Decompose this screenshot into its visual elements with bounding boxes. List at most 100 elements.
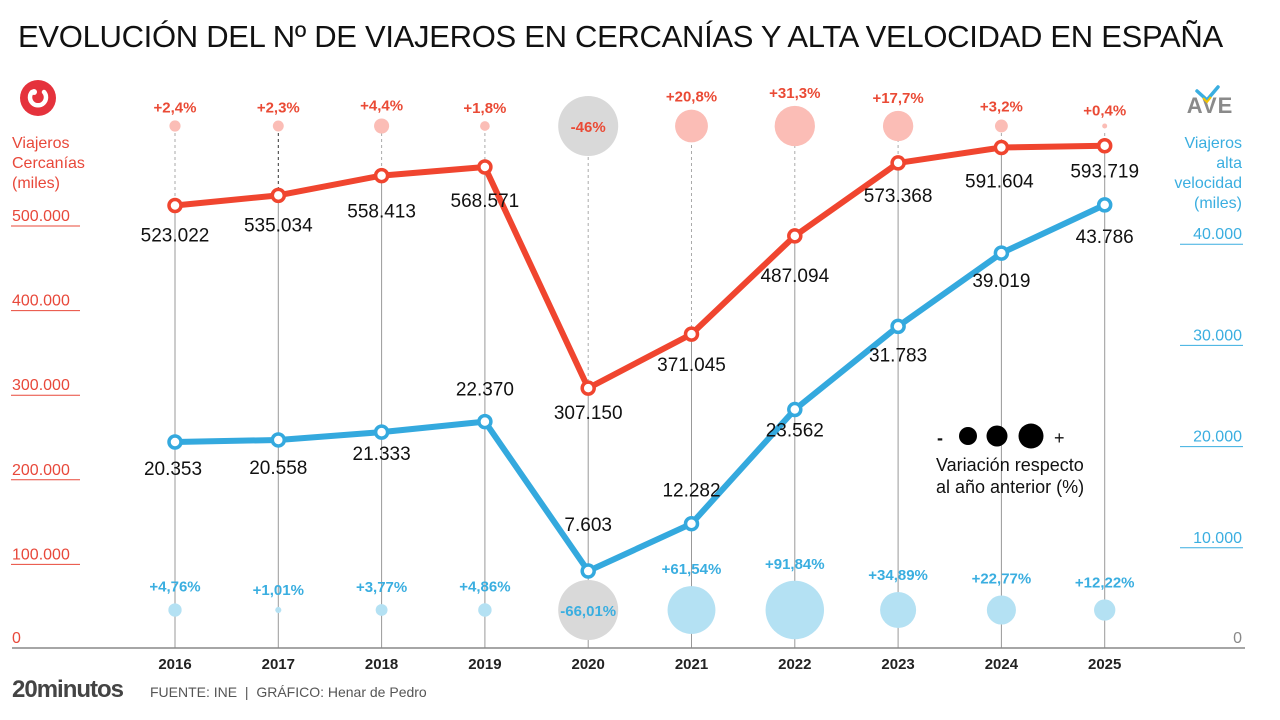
cercanias-variation-label: +17,7% [872,90,923,107]
ave-value-label: 7.603 [564,515,612,536]
ave-value-label: 31.783 [869,345,927,366]
ave-variation-label: +22,77% [972,570,1032,587]
ave-value-label: 39.019 [972,271,1030,292]
legend-bubble-large [1018,423,1044,449]
legend-text: Variación respecto [936,455,1084,475]
footer: 20minutos FUENTE: INE | GRÁFICO: Henar de… [12,676,427,703]
cercanias-value-label: 487.094 [760,266,829,287]
ave-variation-bubble [1094,599,1116,621]
cercanias-logo-icon [20,80,56,116]
ave-variation-label: +4,86% [459,578,510,595]
x-tick-label: 2022 [778,656,811,673]
right-axis-tick-label: 10.000 [1193,530,1242,547]
cercanias-line [174,142,1105,392]
x-tick-label: 2020 [572,656,605,673]
ave-point [477,413,493,430]
cercanias-value-label: 371.045 [657,355,726,376]
x-tick-label: 2016 [158,656,191,673]
ave-value-label: 20.353 [144,459,202,480]
cercanias-point [373,167,390,184]
right-axis-tick-label: 0 [1233,630,1242,647]
cercanias-variation-label: +20,8% [666,89,717,106]
cercanias-variation-label: +31,3% [769,85,820,102]
cercanias-value-label: 535.034 [244,215,313,236]
series-lines [167,137,1113,579]
cercanias-point [890,155,906,171]
cercanias-point [683,326,700,342]
ave-variation-label: +4,76% [149,578,200,595]
variation-bubbles: +2,4% +4,76% +2,3% +1,01% +4,4% +3,77% +1,8% +4… [149,85,1135,640]
right-axis-tick-label: 30.000 [1193,327,1242,344]
axes: Viajeros Cercanías (miles) 0 100.000 200.000 3… [11,135,1245,673]
ave-variation-bubble [880,591,917,629]
ave-value-label: 22.370 [456,380,514,401]
cercanias-variation-bubble [558,96,619,156]
ave-point [683,515,700,532]
cercanias-variation-label: -46% [571,119,606,136]
ave-value-label: 20.558 [249,458,307,479]
x-tick-label: 2018 [365,656,398,673]
cercanias-point [1096,137,1113,154]
ave-variation-bubble [275,606,282,614]
ave-line [174,202,1106,575]
right-axis-title: Viajeros [1184,135,1242,152]
cercanias-value-label: 591.604 [965,172,1034,193]
ave-value-label: 23.562 [766,421,824,442]
legend-bubble-medium [986,425,1008,447]
ave-value-label: 12.282 [662,481,720,502]
cercanias-point [993,139,1010,156]
cercanias-value-label: 523.022 [141,226,210,247]
ave-variation-bubble [168,603,182,617]
cercanias-point [477,159,493,175]
left-axis-tick-label: 300.000 [12,377,70,394]
cercanias-variation-bubble [1102,123,1108,129]
cercanias-value-label: 593.719 [1070,162,1139,183]
ave-point [270,432,287,448]
ave-point [167,434,183,450]
ave-point [993,245,1010,261]
ave-point [890,318,906,335]
cercanias-value-label: 573.368 [864,186,933,207]
ave-variation-bubble [558,580,619,640]
left-axis-title: Cercanías [12,155,85,172]
cercanias-variation-bubble [994,119,1008,133]
cercanias-value-label: 568.571 [451,191,520,212]
legend-text: al año anterior (%) [936,477,1084,497]
left-axis-tick-label: 500.000 [12,208,70,225]
right-axis-title: velocidad [1174,175,1242,192]
ave-variation-bubble [986,595,1016,625]
ave-variation-label: +34,89% [868,567,928,584]
ave-point [1096,197,1113,213]
cercanias-point [167,197,183,214]
chart-title: EVOLUCIÓN DEL Nº DE VIAJEROS EN CERCANÍA… [18,19,1223,54]
cercanias-variation-label: +2,3% [257,100,300,117]
x-tick-label: 2023 [881,656,914,673]
x-tick-label: 2021 [675,656,708,673]
ave-variation-label: +91,84% [765,556,825,573]
left-axis-tick-label: 0 [12,630,21,647]
ave-variation-label: +3,77% [356,579,407,596]
cercanias-variation-bubble [374,118,390,134]
ave-variation-label: -66,01% [560,603,616,620]
right-axis-title: alta [1216,155,1242,172]
ave-variation-label: +1,01% [253,582,304,599]
right-axis-title: (miles) [1194,195,1242,212]
cercanias-point [787,228,803,244]
ave-variation-bubble [375,604,388,616]
ave-variation-bubble [765,580,825,640]
cercanias-variation-bubble [480,121,490,131]
ave-variation-bubble [478,603,492,617]
cercanias-point [270,187,287,204]
left-axis-title: Viajeros [12,135,70,152]
cercanias-variation-label: +3,2% [980,99,1023,116]
legend-plus: + [1054,428,1065,448]
cercanias-point [580,380,596,396]
ave-logo-icon: AVE [1187,85,1232,118]
gridlines [174,133,1106,648]
x-tick-label: 2025 [1088,656,1121,673]
ave-point [373,424,390,440]
cercanias-variation-label: +1,8% [463,100,506,117]
source-credit: FUENTE: INE | GRÁFICO: Henar de Pedro [150,684,427,700]
